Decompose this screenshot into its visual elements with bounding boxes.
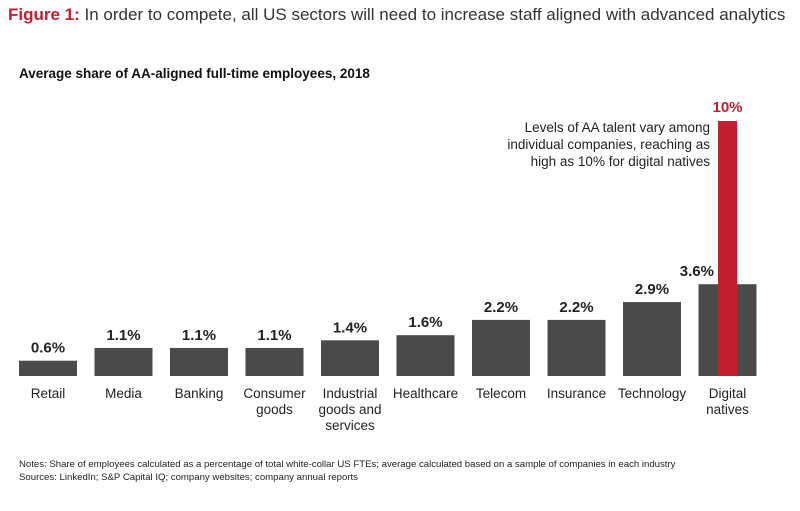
value-label: 1.4% xyxy=(333,319,367,336)
value-label: 1.1% xyxy=(257,327,291,344)
value-label: 2.9% xyxy=(635,281,669,298)
category-label: natives xyxy=(706,402,749,417)
annotation-line: individual companies, reaching as xyxy=(507,137,710,152)
chart-title: Average share of AA-aligned full-time em… xyxy=(19,66,370,81)
value-label: 2.2% xyxy=(559,299,593,316)
value-label: 3.6% xyxy=(680,263,714,280)
bar xyxy=(245,347,304,376)
annotation-line: high as 10% for digital natives xyxy=(531,154,711,169)
category-label: Telecom xyxy=(476,386,526,401)
value-label: 2.2% xyxy=(484,299,518,316)
category-label: Technology xyxy=(618,386,687,401)
value-label: 0.6% xyxy=(31,340,65,357)
notes-line: Notes: Share of employees calculated as … xyxy=(19,459,676,470)
chart-notes: Notes: Share of employees calculated as … xyxy=(19,458,675,484)
bar xyxy=(737,284,757,376)
category-label: goods xyxy=(256,402,293,417)
bar xyxy=(396,335,455,376)
annotation-line: Levels of AA talent vary among xyxy=(525,120,710,135)
category-label: Media xyxy=(105,386,142,401)
category-label: Banking xyxy=(175,386,224,401)
highlight-bar xyxy=(718,121,737,376)
category-label: Industrial xyxy=(323,386,378,401)
bar xyxy=(321,340,379,376)
figure-label: Figure 1: xyxy=(8,5,80,24)
bar xyxy=(472,319,530,376)
category-label: Consumer xyxy=(243,386,306,401)
highlight-value-label: 10% xyxy=(712,99,742,116)
value-label: 1.1% xyxy=(106,327,140,344)
value-label: 1.6% xyxy=(408,314,442,331)
category-label: goods and xyxy=(318,402,381,417)
figure-title: Figure 1: In order to compete, all US se… xyxy=(8,4,788,26)
category-label: Healthcare xyxy=(393,386,458,401)
bar xyxy=(698,284,718,376)
category-label: Digital xyxy=(709,386,747,401)
bar xyxy=(94,347,153,376)
value-label: 1.1% xyxy=(182,327,216,344)
bar xyxy=(19,360,77,376)
category-label: Retail xyxy=(31,386,66,401)
category-label: Insurance xyxy=(547,386,606,401)
figure-title-text: In order to compete, all US sectors will… xyxy=(84,5,786,24)
category-label: services xyxy=(325,418,375,433)
bar xyxy=(170,347,228,376)
bar-chart: 0.6% Retail 1.1% Media 1.1% Banking 1.1% Consum… xyxy=(19,99,757,433)
sources-line: Sources: LinkedIn; S&P Capital IQ; compa… xyxy=(19,472,358,483)
bar xyxy=(547,319,606,376)
bar xyxy=(623,302,681,376)
